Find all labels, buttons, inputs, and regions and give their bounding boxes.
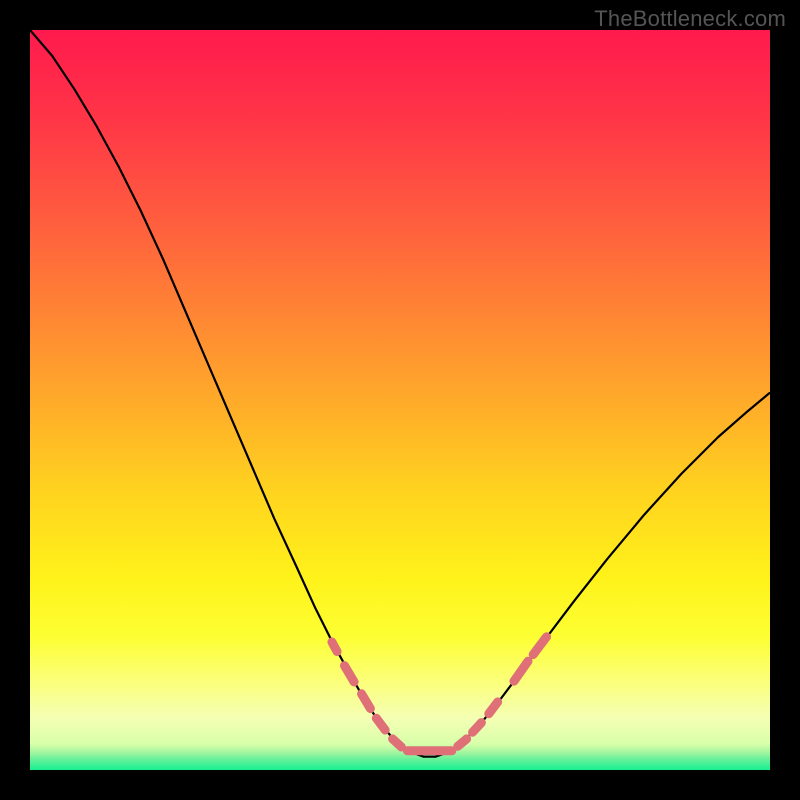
curve-highlight-segment: [458, 739, 467, 746]
curve-highlight-segment: [362, 694, 371, 709]
curve-highlight-segment: [393, 739, 402, 747]
curve-layer: [30, 30, 770, 770]
curve-highlight-segment: [514, 661, 528, 681]
chart-frame: TheBottleneck.com: [0, 0, 800, 800]
curve-highlight-segment: [332, 642, 337, 652]
curve-highlight-segment: [489, 702, 498, 714]
plot-area: [30, 30, 770, 770]
main-curve: [30, 30, 770, 757]
watermark-text: TheBottleneck.com: [594, 6, 786, 32]
curve-highlight-segment: [376, 718, 385, 730]
curve-highlight-segment: [345, 666, 355, 682]
curve-highlight-segment: [473, 723, 482, 733]
curve-highlight-segment: [533, 637, 546, 655]
